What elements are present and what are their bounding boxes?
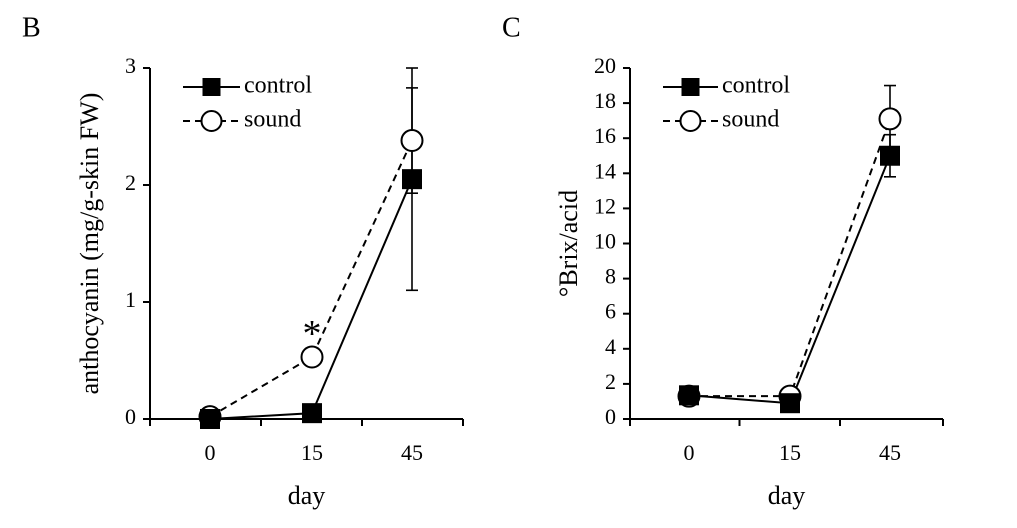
panel-letter: B bbox=[22, 12, 41, 43]
series-line-control bbox=[688, 155, 891, 405]
data-point-control bbox=[679, 385, 699, 406]
data-point-sound bbox=[400, 129, 424, 153]
x-tick-label: 15 bbox=[779, 440, 801, 465]
y-tick-label: 4 bbox=[605, 334, 616, 359]
y-tick-label: 18 bbox=[594, 88, 616, 113]
y-tick-label: 6 bbox=[605, 299, 616, 324]
data-point-control bbox=[880, 145, 900, 166]
y-tick-label: 12 bbox=[594, 193, 616, 218]
series-line-sound bbox=[209, 140, 413, 418]
x-tick-label: 45 bbox=[401, 440, 423, 465]
data-point-control bbox=[402, 169, 422, 190]
y-axis-title: °Brix/acid bbox=[554, 190, 583, 297]
series-line-sound bbox=[689, 118, 891, 398]
data-point-sound bbox=[300, 345, 324, 369]
data-point-control bbox=[200, 409, 220, 429]
legend-marker-control bbox=[681, 78, 700, 96]
y-tick-label: 2 bbox=[125, 170, 136, 195]
y-tick-label: 10 bbox=[594, 229, 616, 254]
data-point-control bbox=[302, 403, 322, 424]
data-point-sound bbox=[878, 107, 902, 131]
x-axis-title: day bbox=[288, 481, 326, 510]
series-line-control bbox=[209, 178, 413, 420]
y-tick-label: 20 bbox=[594, 53, 616, 78]
data-point-control bbox=[780, 393, 800, 414]
y-tick-label: 8 bbox=[605, 264, 616, 289]
panel-b: B 0 1 2 3 0 15 45 day anthocyanin (mg/g-skin FW) *… bbox=[22, 12, 464, 510]
legend-label-sound: sound bbox=[722, 107, 779, 133]
legend-label-control: control bbox=[722, 73, 790, 99]
significance-marker: * bbox=[303, 313, 322, 355]
legend-marker-control bbox=[202, 78, 221, 96]
y-tick-label: 3 bbox=[125, 53, 136, 78]
y-tick-label: 0 bbox=[125, 404, 136, 429]
y-axis-title: anthocyanin (mg/g-skin FW) bbox=[75, 93, 104, 395]
y-tick-label: 14 bbox=[594, 158, 616, 183]
x-tick-label: 45 bbox=[879, 440, 901, 465]
y-tick-label: 16 bbox=[594, 123, 616, 148]
x-axis-title: day bbox=[768, 481, 806, 510]
panel-c: C 0 2 4 6 8 10 12 14 16 18 20 0 15 45 day °Brix/acid cont… bbox=[502, 12, 944, 510]
y-tick-label: 1 bbox=[125, 287, 136, 312]
x-tick-label: 0 bbox=[205, 440, 216, 465]
y-tick-label: 0 bbox=[605, 404, 616, 429]
legend-label-control: control bbox=[244, 73, 312, 99]
panel-letter: C bbox=[502, 12, 521, 43]
legend-label-sound: sound bbox=[244, 107, 301, 133]
x-tick-label: 15 bbox=[301, 440, 323, 465]
x-tick-label: 0 bbox=[684, 440, 695, 465]
legend-marker-sound bbox=[200, 110, 223, 132]
y-tick-label: 2 bbox=[605, 369, 616, 394]
legend-marker-sound bbox=[679, 110, 702, 132]
